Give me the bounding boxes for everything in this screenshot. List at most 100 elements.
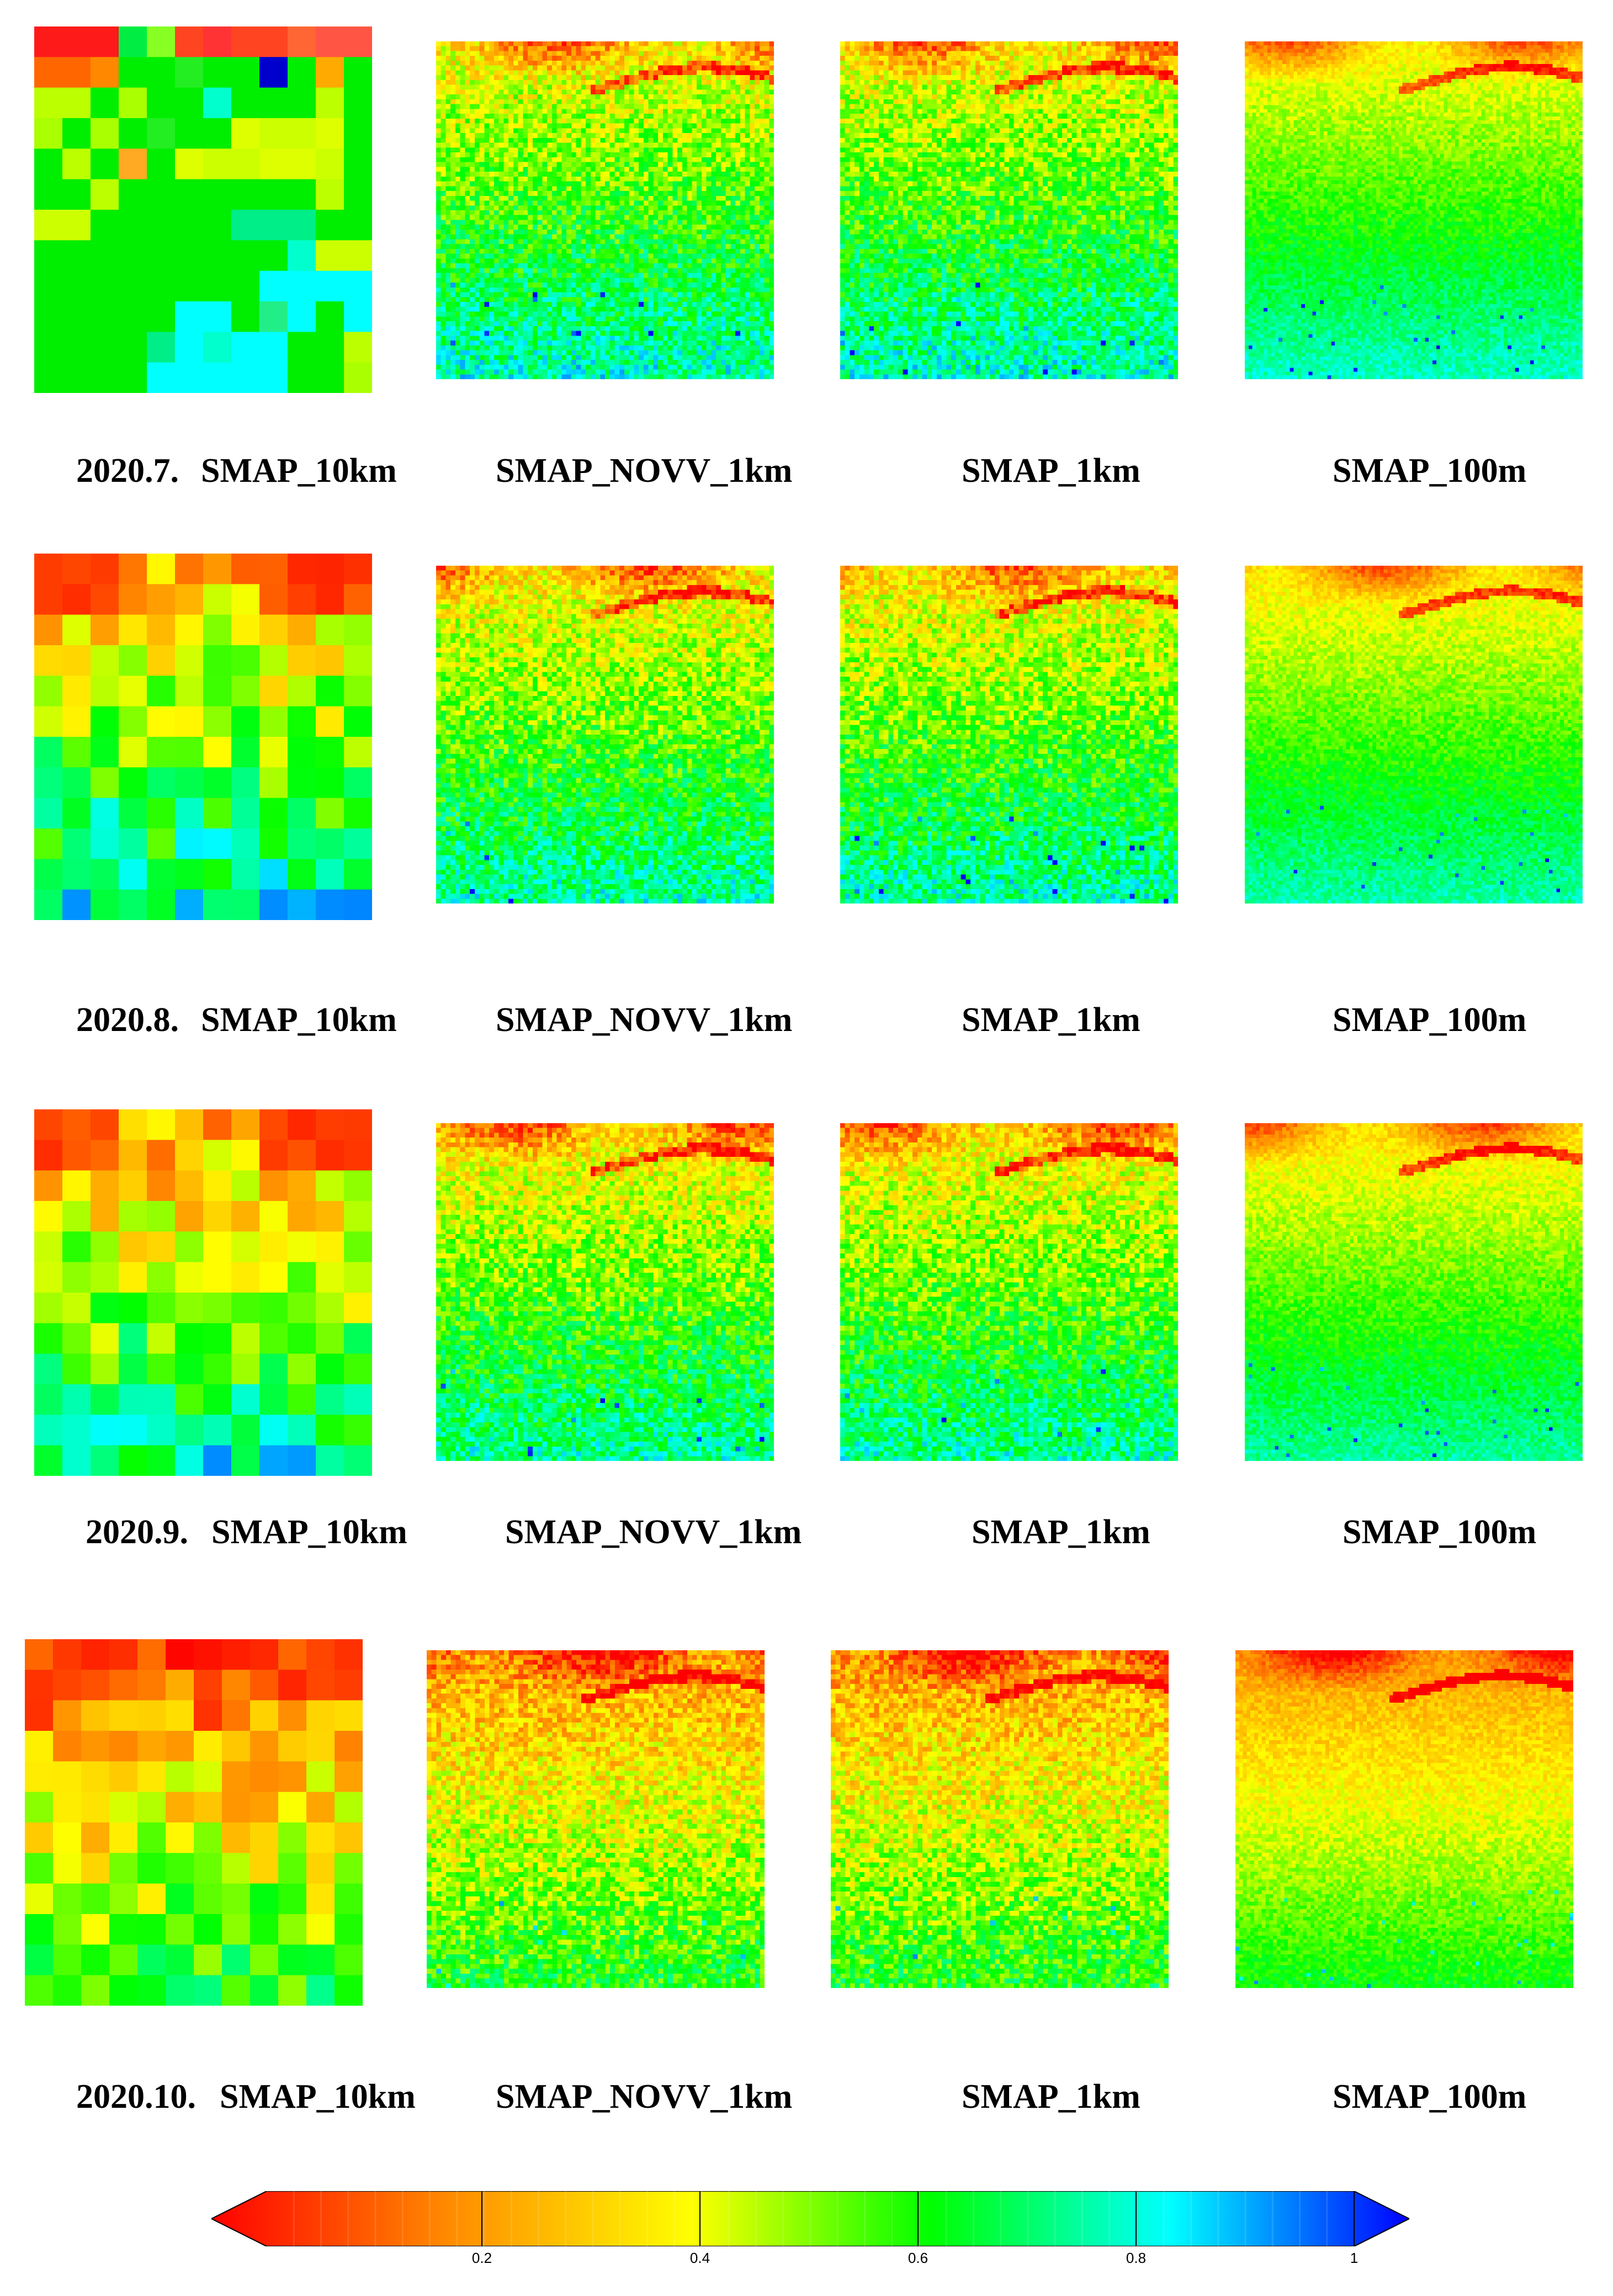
coarse-cell [288,1201,317,1232]
coarse-cell [231,798,261,830]
coarse-cell [34,614,63,646]
coarse-cell [166,1822,195,1854]
coarse-cell [147,859,176,890]
coarse-cell [316,1323,345,1354]
coarse-cell [316,554,345,585]
coarse-cell [119,767,148,799]
coarse-cell [335,1822,363,1854]
coarse-cell [147,1201,176,1232]
coarse-cell [62,859,92,890]
coarse-cell [34,706,63,738]
coarse-cell [34,645,63,677]
coarse-cell [109,1761,139,1793]
coarse-cell [109,1883,139,1915]
coarse-cell [203,210,232,241]
coarse-cell [316,676,345,707]
coarse-cell [137,1944,167,1976]
coarse-cell [91,1201,120,1232]
coarse-cell [119,118,148,150]
coarse-cell [53,1761,82,1793]
coarse-cell [231,767,261,799]
coarse-cell [203,301,232,333]
coarse-cell [147,118,176,150]
fine-map-100m-2020-7 [1245,41,1583,379]
fine-raster [1245,41,1583,379]
coarse-cell [147,148,176,180]
row-label-month: 2020.9. [86,1513,188,1551]
coarse-cell [147,645,176,677]
coarse-cell [203,767,232,799]
coarse-cell [109,1700,139,1732]
coarse-cell [91,554,120,585]
coarse-cell [25,1639,54,1671]
coarse-cell [203,26,232,58]
coarse-cell [259,57,289,88]
coarse-cell [231,148,261,180]
coarse-cell [109,1853,139,1884]
coarse-cell [62,1170,92,1202]
coarse-cell [344,767,372,799]
coarse-cell [119,1353,148,1385]
coarse-cell [34,1262,63,1294]
coarse-cell [316,767,345,799]
coarse-cell [288,1384,317,1416]
coarse-cell [288,737,317,768]
coarse-cell [259,332,289,363]
coarse-cell [53,1853,82,1884]
coarse-cell [147,179,176,211]
coarse-cell [166,1792,195,1824]
coarse-cell [316,179,345,211]
coarse-cell [344,57,372,88]
coarse-cell [259,148,289,180]
coarse-cell [231,210,261,241]
coarse-cell [34,240,63,272]
coarse-cell [91,179,120,211]
coarse-cell [231,828,261,860]
coarse-cell [259,118,289,150]
coarse-cell [175,1445,204,1476]
coarse-cell [175,1109,204,1141]
col-label-smap-1km: SMAP_1km [972,1513,1150,1551]
coarse-cell [34,1170,63,1202]
coarse-cell [316,1140,345,1171]
coarse-cell [147,57,176,88]
coarse-cell [344,859,372,890]
coarse-cell [316,332,345,363]
coarse-cell [62,118,92,150]
coarse-cell [119,1323,148,1354]
coarse-cell [62,57,92,88]
coarse-cell [119,1231,148,1263]
coarse-cell [119,1170,148,1202]
coarse-cell [203,148,232,180]
coarse-cell [25,1761,54,1793]
coarse-cell [344,645,372,677]
coarse-cell [147,1445,176,1476]
coarse-cell [175,554,204,585]
coarse-cell [62,1415,92,1446]
coarse-cell [259,584,289,615]
coarse-cell [335,1883,363,1915]
coarse-cell [175,645,204,677]
fine-map-100m-2020-9 [1245,1123,1583,1461]
coarse-cell [119,554,148,585]
coarse-cell [259,645,289,677]
coarse-cell [53,1639,82,1671]
coarse-cell [259,798,289,830]
coarse-cell [344,1201,372,1232]
coarse-cell [250,1883,279,1915]
coarse-cell [175,26,204,58]
coarse-cell [62,554,92,585]
coarse-cell [53,1914,82,1946]
coarse-cell [34,1140,63,1171]
coarse-cell [91,1353,120,1385]
coarse-cell [194,1822,223,1854]
coarse-cell [62,1231,92,1263]
row-label-month: 2020.8. [76,1001,179,1039]
coarse-cell [203,332,232,363]
colorbar-tick-label: 0.8 [1126,2250,1147,2266]
coarse-cell [203,1170,232,1202]
coarse-cell [231,1293,261,1324]
coarse-cell [34,1415,63,1446]
coarse-cell [316,584,345,615]
coarse-cell [344,828,372,860]
